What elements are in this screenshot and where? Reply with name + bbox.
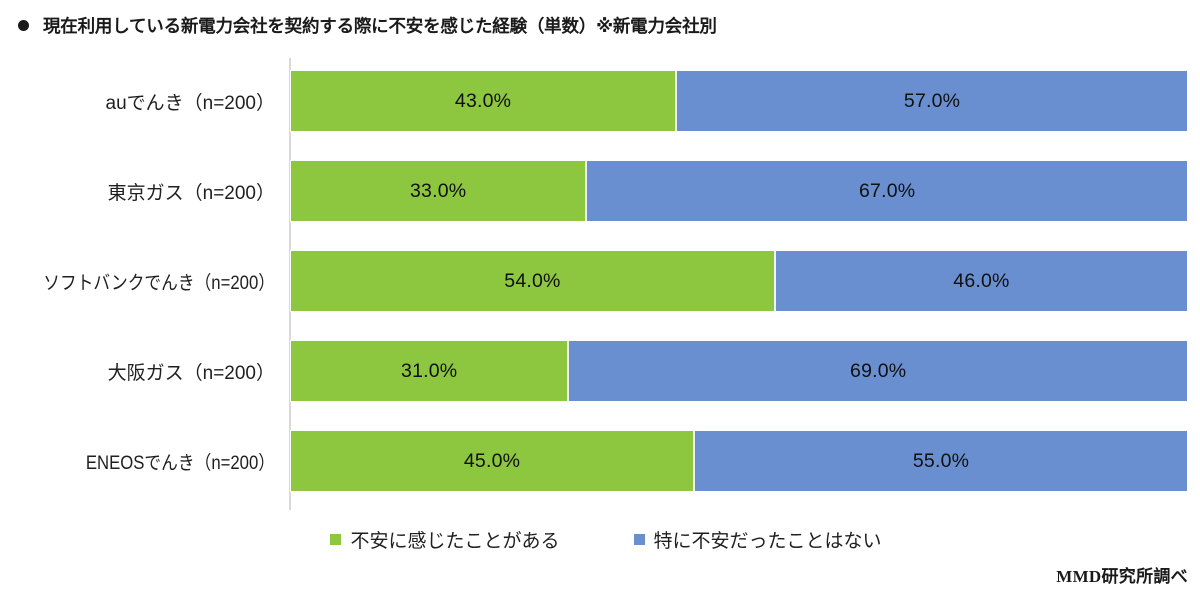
category-label: ENEOSでんき（n=200） <box>85 452 276 474</box>
bullet-icon <box>18 19 29 31</box>
bar-value-label: 57.0% <box>903 89 961 112</box>
bar-track: 33.0% 67.0% <box>290 160 1188 222</box>
bar-segment: 46.0% <box>774 250 1188 312</box>
legend-swatch-icon <box>330 533 342 545</box>
bar-track: 54.0% 46.0% <box>290 250 1188 312</box>
bar-segment: 57.0% <box>676 70 1188 132</box>
bar-value-label: 54.0% <box>504 269 561 292</box>
source-note: MMD研究所調べ <box>1056 567 1188 586</box>
bar-value-label: 67.0% <box>859 179 916 202</box>
bar-track: 31.0% 69.0% <box>290 340 1188 402</box>
legend-swatch-icon <box>633 533 645 545</box>
chart-plot-area: auでんき（n=200） 43.0% 57.0% 東京ガス（n=200） 33.0% 67… <box>0 55 1200 515</box>
category-axis-line <box>289 58 291 510</box>
bar-value-label: 69.0% <box>850 359 907 382</box>
legend-item[interactable]: 特に不安だったことはない <box>633 526 882 553</box>
bar-row: auでんき（n=200） 43.0% 57.0% <box>0 70 1200 160</box>
category-label: ソフトバンクでんき（n=200） <box>43 272 276 294</box>
page-title-text: 現在利用している新電力会社を契約する際に不安を感じた経験（単数）※新電力会社別 <box>43 15 717 36</box>
category-label: 大阪ガス（n=200） <box>107 362 275 384</box>
bar-segment: 55.0% <box>694 430 1188 492</box>
bar-row: 大阪ガス（n=200） 31.0% 69.0% <box>0 340 1200 430</box>
stacked-bar-chart: auでんき（n=200） 43.0% 57.0% 東京ガス（n=200） 33.0% 67… <box>0 55 1200 515</box>
chart-legend: 不安に感じたことがある 特に不安だったことはない <box>0 522 1200 556</box>
category-label: auでんき（n=200） <box>105 92 276 114</box>
bar-segment: 33.0% <box>290 160 587 222</box>
category-label: 東京ガス（n=200） <box>107 182 275 204</box>
bar-segment: 67.0% <box>586 160 1188 222</box>
bar-value-label: 55.0% <box>912 449 970 472</box>
bar-row: 東京ガス（n=200） 33.0% 67.0% <box>0 160 1200 250</box>
legend-label: 不安に感じたことがある <box>350 530 560 552</box>
bar-track: 45.0% 55.0% <box>290 430 1188 492</box>
bar-segment: 43.0% <box>290 70 677 132</box>
bar-row: ENEOSでんき（n=200） 45.0% 55.0% <box>0 430 1200 520</box>
bar-value-label: 45.0% <box>463 449 521 472</box>
bar-row: ソフトバンクでんき（n=200） 54.0% 46.0% <box>0 250 1200 340</box>
bar-segment: 31.0% <box>290 340 569 402</box>
bar-value-label: 43.0% <box>454 89 512 112</box>
page-title: 現在利用している新電力会社を契約する際に不安を感じた経験（単数）※新電力会社別 <box>0 8 1200 42</box>
bar-segment: 45.0% <box>290 430 695 492</box>
bar-value-label: 33.0% <box>410 179 467 202</box>
bar-value-label: 31.0% <box>401 359 458 382</box>
bar-segment: 69.0% <box>568 340 1188 402</box>
bar-value-label: 46.0% <box>953 269 1010 292</box>
legend-item[interactable]: 不安に感じたことがある <box>330 526 560 553</box>
bar-segment: 54.0% <box>290 250 775 312</box>
bar-track: 43.0% 57.0% <box>290 70 1188 132</box>
legend-label: 特に不安だったことはない <box>653 530 882 552</box>
